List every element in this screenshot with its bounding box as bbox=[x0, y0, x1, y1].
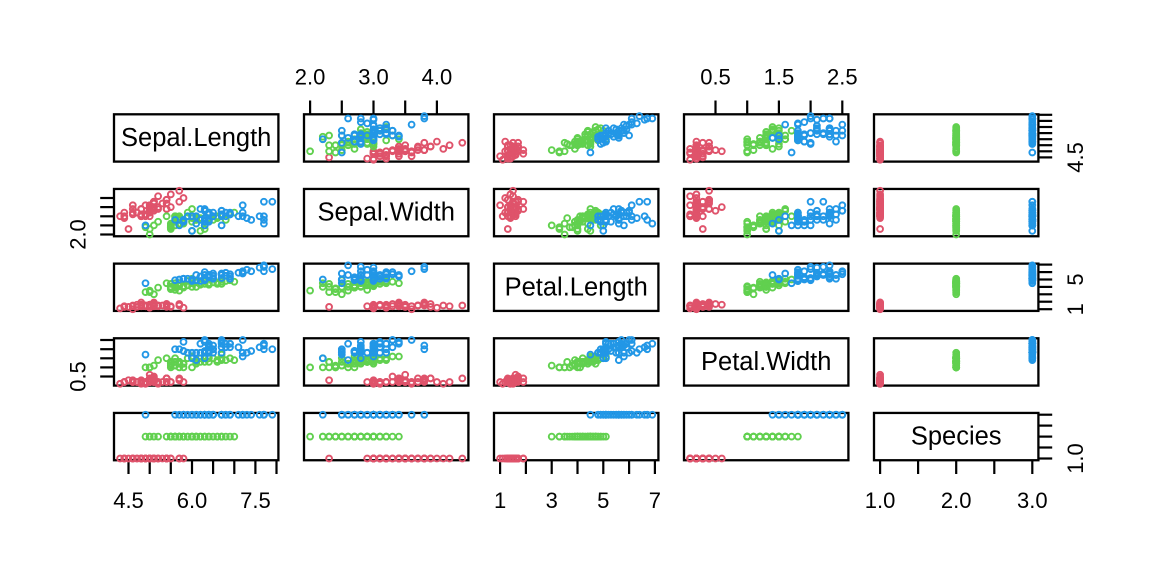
svg-text:Petal.Length: Petal.Length bbox=[505, 273, 648, 301]
svg-text:2.0: 2.0 bbox=[941, 488, 972, 513]
svg-text:1: 1 bbox=[494, 488, 506, 513]
svg-text:Species: Species bbox=[911, 423, 1002, 451]
svg-text:1: 1 bbox=[1063, 303, 1088, 315]
svg-text:4.0: 4.0 bbox=[422, 64, 453, 89]
svg-text:6.0: 6.0 bbox=[177, 488, 208, 513]
svg-text:1.0: 1.0 bbox=[1063, 443, 1088, 474]
svg-text:Sepal.Length: Sepal.Length bbox=[121, 124, 271, 152]
svg-text:3.0: 3.0 bbox=[1017, 488, 1048, 513]
svg-text:4.5: 4.5 bbox=[1063, 142, 1088, 173]
svg-text:1.5: 1.5 bbox=[764, 64, 795, 89]
svg-text:2.0: 2.0 bbox=[65, 219, 90, 250]
svg-text:Sepal.Width: Sepal.Width bbox=[317, 199, 455, 227]
svg-text:2.0: 2.0 bbox=[295, 64, 326, 89]
svg-text:5: 5 bbox=[597, 488, 609, 513]
svg-text:4.5: 4.5 bbox=[113, 488, 144, 513]
svg-text:7.5: 7.5 bbox=[240, 488, 271, 513]
svg-text:3.0: 3.0 bbox=[358, 64, 389, 89]
svg-text:2.5: 2.5 bbox=[827, 64, 858, 89]
svg-text:1.0: 1.0 bbox=[865, 488, 896, 513]
svg-text:0.5: 0.5 bbox=[65, 361, 90, 392]
svg-text:3: 3 bbox=[546, 488, 558, 513]
svg-text:7: 7 bbox=[649, 488, 661, 513]
svg-text:0.5: 0.5 bbox=[700, 64, 731, 89]
svg-text:5: 5 bbox=[1063, 273, 1088, 285]
svg-text:Petal.Width: Petal.Width bbox=[701, 348, 831, 376]
